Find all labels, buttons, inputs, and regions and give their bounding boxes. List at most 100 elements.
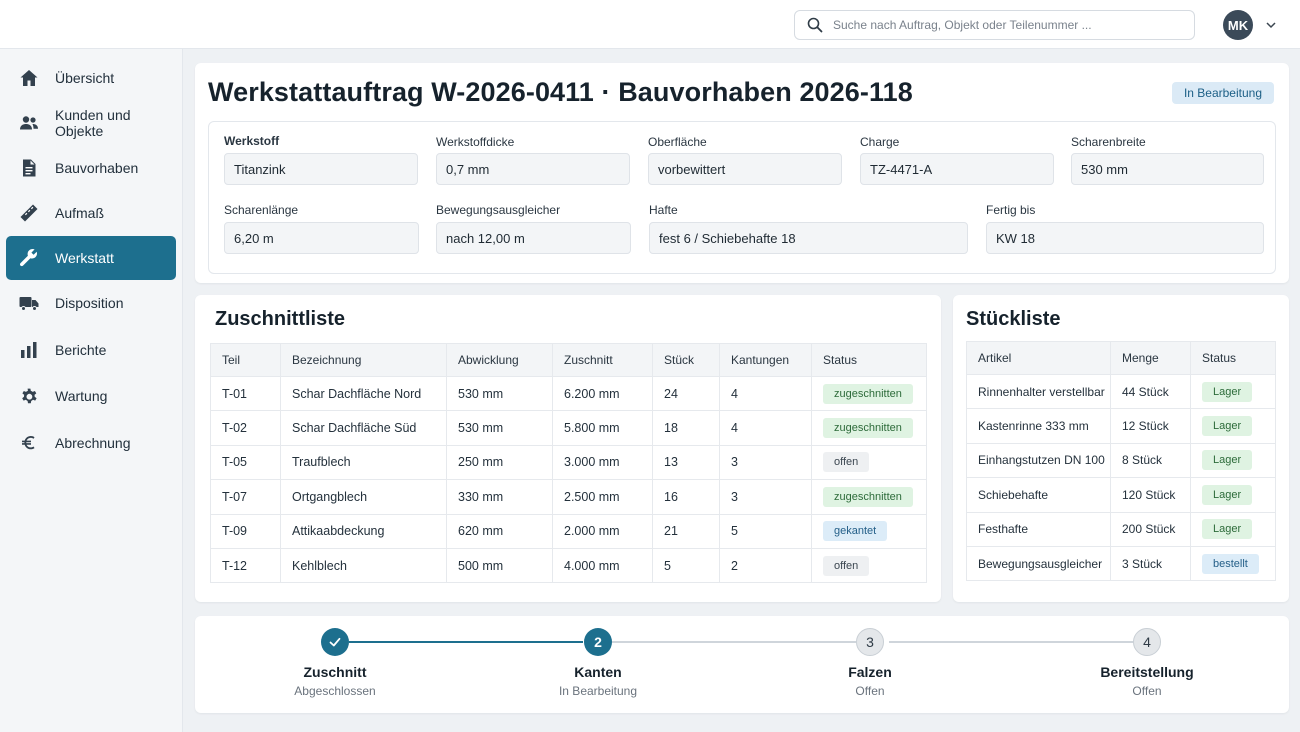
cell-teil: T-05 xyxy=(210,444,281,481)
column-header[interactable]: Bezeichnung xyxy=(280,343,447,377)
step-4-title: Bereitstellung xyxy=(1100,664,1194,680)
sidebar-item-wartung[interactable]: Wartung xyxy=(6,374,176,418)
column-header[interactable]: Status xyxy=(811,343,927,377)
bewegungsausgleicher-field[interactable]: nach 12,00 m xyxy=(436,222,631,254)
table-header-row: Artikel Menge Status xyxy=(966,341,1276,375)
users-icon xyxy=(19,113,39,133)
status-pill: Lager xyxy=(1202,519,1253,540)
cell-artikel: Kastenrinne 333 mm xyxy=(966,408,1111,444)
sidebar-item-disposition[interactable]: Disposition xyxy=(6,281,176,325)
column-header[interactable]: Abwicklung xyxy=(446,343,553,377)
sidebar-item-label: Übersicht xyxy=(55,70,115,86)
column-header[interactable]: Artikel xyxy=(966,341,1111,375)
scharenlaenge-field[interactable]: 6,20 m xyxy=(224,222,419,254)
ruler-icon xyxy=(19,203,39,223)
cell-zuschnitt: 5.800 mm xyxy=(552,410,653,446)
step-connector xyxy=(349,641,583,643)
chevron-down-icon[interactable] xyxy=(1265,19,1277,31)
column-header[interactable]: Kantungen xyxy=(719,343,812,377)
table-row[interactable]: T-01 Schar Dachfläche Nord 530 mm 6.200 … xyxy=(210,375,927,412)
stueckliste-card: Stückliste Artikel Menge Status Rinnenha… xyxy=(953,295,1289,602)
werkstoff-field[interactable]: Titanzink xyxy=(224,153,418,185)
document-icon xyxy=(19,158,39,178)
sidebar-item-label: Wartung xyxy=(55,388,108,404)
werkstoffdicke-field[interactable]: 0,7 mm xyxy=(436,153,630,185)
progress-stepper: 2 3 4 Zuschnitt Abgeschlossen Kanten In … xyxy=(195,616,1289,713)
sidebar-item-berichte[interactable]: Berichte xyxy=(6,328,176,372)
step-2-circle[interactable]: 2 xyxy=(584,628,612,656)
step-1-circle[interactable] xyxy=(321,628,349,656)
cell-zuschnitt: 6.200 mm xyxy=(552,375,653,412)
fertig-bis-label: Fertig bis xyxy=(986,203,1036,217)
status-pill: Lager xyxy=(1202,381,1253,402)
cell-teil: T-02 xyxy=(210,410,281,446)
table-row[interactable]: Bewegungsausgleicher 3 Stück bestellt xyxy=(966,545,1276,582)
sidebar-item-bauvorhaben[interactable]: Bauvorhaben xyxy=(6,146,176,190)
sidebar-item-label: Disposition xyxy=(55,295,124,311)
cell-stueck: 16 xyxy=(652,479,720,515)
table-row[interactable]: T-05 Traufblech 250 mm 3.000 mm 13 3 off… xyxy=(210,444,927,481)
gear-icon xyxy=(19,386,39,406)
charge-field[interactable]: TZ-4471-A xyxy=(860,153,1054,185)
table-header-row: Teil Bezeichnung Abwicklung Zuschnitt St… xyxy=(210,343,927,377)
search-icon xyxy=(807,17,823,33)
step-connector xyxy=(889,641,1133,643)
scharenlaenge-label: Scharenlänge xyxy=(224,203,299,217)
bewegungsausgleicher-label: Bewegungsausgleicher xyxy=(436,203,561,217)
cell-teil: T-07 xyxy=(210,479,281,515)
cell-status: offen xyxy=(811,547,927,584)
scharenbreite-field[interactable]: 530 mm xyxy=(1071,153,1264,185)
column-header[interactable]: Status xyxy=(1190,341,1276,375)
cell-stueck: 13 xyxy=(652,444,720,481)
cell-bezeichnung: Schar Dachfläche Süd xyxy=(280,410,447,446)
sidebar-item-kunden[interactable]: Kunden und Objekte xyxy=(6,101,176,145)
table-row[interactable]: Kastenrinne 333 mm 12 Stück Lager xyxy=(966,408,1276,444)
cell-zuschnitt: 2.500 mm xyxy=(552,479,653,515)
cell-kantungen: 4 xyxy=(719,375,812,412)
cell-bezeichnung: Attikaabdeckung xyxy=(280,513,447,549)
column-header[interactable]: Zuschnitt xyxy=(552,343,653,377)
sidebar-item-label: Bauvorhaben xyxy=(55,160,139,176)
search-box[interactable] xyxy=(794,10,1195,40)
step-4-circle[interactable]: 4 xyxy=(1133,628,1161,656)
sidebar-item-label: Werkstatt xyxy=(55,250,114,266)
search-input[interactable] xyxy=(833,18,1173,32)
cell-stueck: 5 xyxy=(652,547,720,584)
status-pill: zugeschnitten xyxy=(823,383,913,404)
cell-status: zugeschnitten xyxy=(811,410,927,446)
cell-menge: 12 Stück xyxy=(1110,408,1191,444)
sidebar-item-abrechnung[interactable]: Abrechnung xyxy=(6,421,176,465)
table-row[interactable]: T-07 Ortgangblech 330 mm 2.500 mm 16 3 z… xyxy=(210,479,927,515)
cell-status: offen xyxy=(811,444,927,481)
table-row[interactable]: T-02 Schar Dachfläche Süd 530 mm 5.800 m… xyxy=(210,410,927,446)
cell-status: bestellt xyxy=(1190,545,1276,582)
table-row[interactable]: Einhangstutzen DN 100 8 Stück Lager xyxy=(966,442,1276,479)
cell-zuschnitt: 4.000 mm xyxy=(552,547,653,584)
column-header[interactable]: Teil xyxy=(210,343,281,377)
scharenbreite-label: Scharenbreite xyxy=(1071,135,1146,149)
home-icon xyxy=(19,68,39,88)
column-header[interactable]: Stück xyxy=(652,343,720,377)
fertig-bis-field[interactable]: KW 18 xyxy=(986,222,1264,254)
table-row[interactable]: Schiebehafte 120 Stück Lager xyxy=(966,477,1276,513)
cell-abwicklung: 620 mm xyxy=(446,513,553,549)
stueckliste-title: Stückliste xyxy=(966,308,1061,330)
table-row[interactable]: Rinnenhalter verstellbar 44 Stück Lager xyxy=(966,373,1276,410)
sidebar-item-aufmass[interactable]: Aufmaß xyxy=(6,191,176,235)
cell-menge: 200 Stück xyxy=(1110,511,1191,547)
avatar[interactable]: MK xyxy=(1223,10,1253,40)
step-3-circle[interactable]: 3 xyxy=(856,628,884,656)
table-row[interactable]: T-09 Attikaabdeckung 620 mm 2.000 mm 21 … xyxy=(210,513,927,549)
table-row[interactable]: T-12 Kehlblech 500 mm 4.000 mm 5 2 offen xyxy=(210,547,927,584)
cell-artikel: Einhangstutzen DN 100 xyxy=(966,442,1111,479)
cell-status: Lager xyxy=(1190,408,1276,444)
sidebar-item-werkstatt[interactable]: Werkstatt xyxy=(6,236,176,280)
cell-status: Lager xyxy=(1190,511,1276,547)
hafte-field[interactable]: fest 6 / Schiebehafte 18 xyxy=(649,222,968,254)
table-row[interactable]: Festhafte 200 Stück Lager xyxy=(966,511,1276,547)
oberflaeche-field[interactable]: vorbewittert xyxy=(648,153,842,185)
column-header[interactable]: Menge xyxy=(1110,341,1191,375)
status-pill: zugeschnitten xyxy=(823,486,913,507)
bar-chart-icon xyxy=(19,340,39,360)
sidebar-item-uebersicht[interactable]: Übersicht xyxy=(6,56,176,100)
